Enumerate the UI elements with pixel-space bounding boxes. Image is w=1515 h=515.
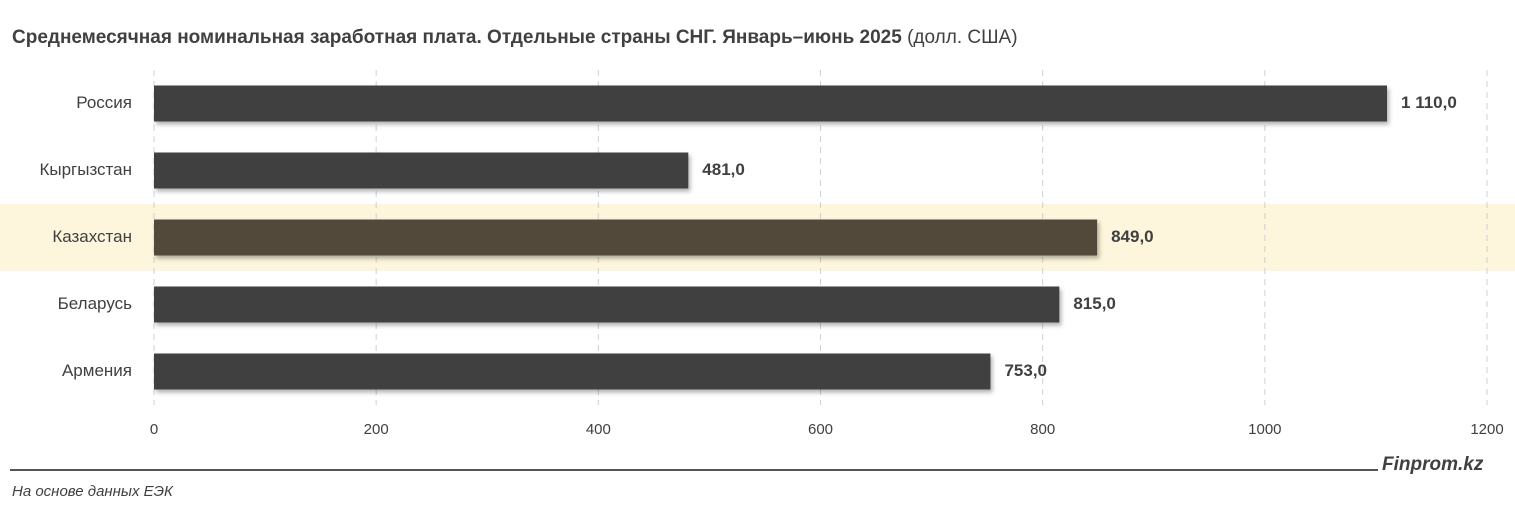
y-tick-label: Россия [76, 93, 132, 112]
y-tick-label: Кыргызстан [39, 160, 132, 179]
y-tick-label: Беларусь [58, 294, 132, 313]
value-label: 481,0 [702, 160, 745, 179]
y-tick-label: Казахстан [52, 227, 132, 246]
x-tick-label: 400 [586, 421, 611, 438]
x-tick-label: 800 [1030, 421, 1055, 438]
x-tick-label: 1000 [1248, 421, 1281, 438]
chart-title: Среднемесячная номинальная заработная пл… [12, 27, 1018, 48]
brand: Finprom.kz [1382, 454, 1484, 475]
bar [154, 353, 991, 390]
bar [154, 219, 1098, 256]
title-unit: (долл. США) [907, 27, 1017, 48]
source: На основе данных ЕЭК [12, 483, 174, 500]
bar [154, 85, 1388, 122]
value-label: 849,0 [1111, 227, 1154, 246]
value-label: 1 110,0 [1401, 93, 1457, 112]
y-tick-label: Армения [62, 361, 132, 380]
x-tick-label: 0 [150, 421, 158, 438]
x-tick-label: 1200 [1470, 421, 1503, 438]
value-label: 815,0 [1073, 294, 1116, 313]
bar [154, 152, 689, 189]
title-main: Среднемесячная номинальная заработная пл… [12, 27, 902, 48]
x-tick-label: 200 [364, 421, 389, 438]
value-label: 753,0 [1004, 361, 1047, 380]
x-tick-label: 600 [808, 421, 833, 438]
bar [154, 286, 1060, 323]
